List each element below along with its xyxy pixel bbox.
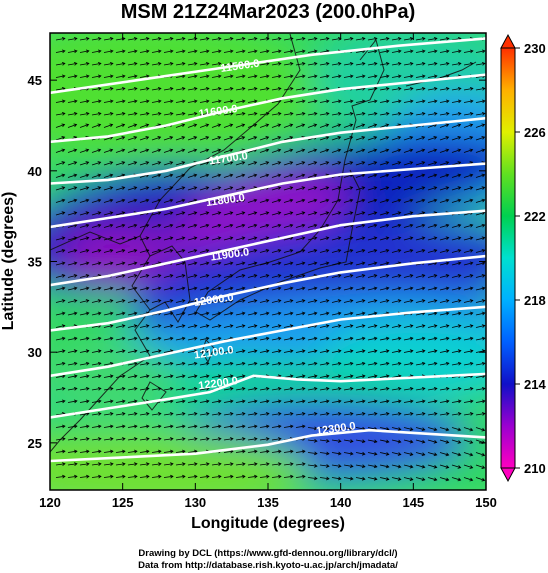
plot-area: 11500.0 11600.0 11700.0 11800.0 11900.0 12000… bbox=[50, 33, 486, 490]
colorbar-label-230: 230 bbox=[524, 41, 546, 56]
contour-line-11900 bbox=[50, 209, 486, 287]
contour-label-11700: 11700.0 bbox=[208, 150, 248, 167]
x-axis-title: Longitude (degrees) bbox=[191, 515, 345, 532]
x-tick-label-130: 130 bbox=[184, 495, 206, 510]
contour-line-12200 bbox=[50, 372, 486, 419]
y-tick-label-45: 45 bbox=[28, 73, 42, 88]
colorbar-ticks: 210 214 218 222 226 230 bbox=[515, 41, 546, 476]
contour-line-12300 bbox=[50, 428, 486, 463]
credit-drawing: Drawing by DCL (https://www.gfd-dennou.o… bbox=[138, 548, 397, 559]
colorbar-min-arrow bbox=[500, 467, 516, 483]
contour-label-12100: 12100.0 bbox=[193, 344, 234, 361]
y-tick-label-35: 35 bbox=[28, 255, 42, 270]
contour-label-11500: 11500.0 bbox=[220, 58, 260, 75]
x-tick-label-140: 140 bbox=[330, 495, 352, 510]
chart-title: MSM 21Z24Mar2023 (200.0hPa) bbox=[121, 1, 416, 23]
wind-vectors bbox=[55, 36, 486, 482]
contour-label-11900: 11900.0 bbox=[210, 246, 250, 263]
x-tick-label-150: 150 bbox=[475, 495, 497, 510]
colorbar-label-226: 226 bbox=[524, 125, 546, 140]
colorbar-label-214: 214 bbox=[524, 377, 546, 392]
x-tick-label-125: 125 bbox=[112, 495, 134, 510]
contour-line-12100 bbox=[50, 305, 486, 378]
colorbar-label-222: 222 bbox=[524, 209, 546, 224]
x-tick-label-135: 135 bbox=[257, 495, 279, 510]
contour-line-11600 bbox=[50, 73, 486, 144]
colorbar-max-arrow bbox=[500, 33, 516, 49]
contour-line-12000 bbox=[50, 254, 486, 332]
contour-line-11800 bbox=[50, 162, 486, 229]
colorbar-gradient bbox=[500, 47, 516, 469]
credit-data: Data from http://database.rish.kyoto-u.a… bbox=[138, 560, 398, 571]
contour-label-12000: 12000.0 bbox=[193, 292, 234, 309]
contour-label-11800: 11800.0 bbox=[205, 192, 245, 209]
y-tick-label-25: 25 bbox=[28, 436, 42, 451]
x-tick-label-145: 145 bbox=[402, 495, 424, 510]
x-axis: 120 125 130 135 140 145 150 bbox=[39, 33, 497, 510]
y-tick-label-30: 30 bbox=[28, 345, 42, 360]
contour-line-11700 bbox=[50, 116, 486, 185]
colorbar-label-218: 218 bbox=[524, 293, 546, 308]
y-axis: 25 30 35 40 45 bbox=[28, 73, 486, 451]
height-contours: 11500.0 11600.0 11700.0 11800.0 11900.0 12000… bbox=[50, 37, 486, 463]
contour-label-12300: 12300.0 bbox=[315, 420, 356, 437]
x-tick-label-120: 120 bbox=[39, 495, 61, 510]
y-tick-label-40: 40 bbox=[28, 164, 42, 179]
contour-label-11600: 11600.0 bbox=[198, 103, 238, 120]
colorbar-label-210: 210 bbox=[524, 461, 546, 476]
y-axis-title: Latitude (degrees) bbox=[0, 192, 17, 331]
contour-label-12200: 12200.0 bbox=[198, 375, 239, 392]
contour-line-11500 bbox=[50, 37, 486, 95]
colorbar: 210 214 218 222 226 230 bbox=[500, 33, 546, 483]
